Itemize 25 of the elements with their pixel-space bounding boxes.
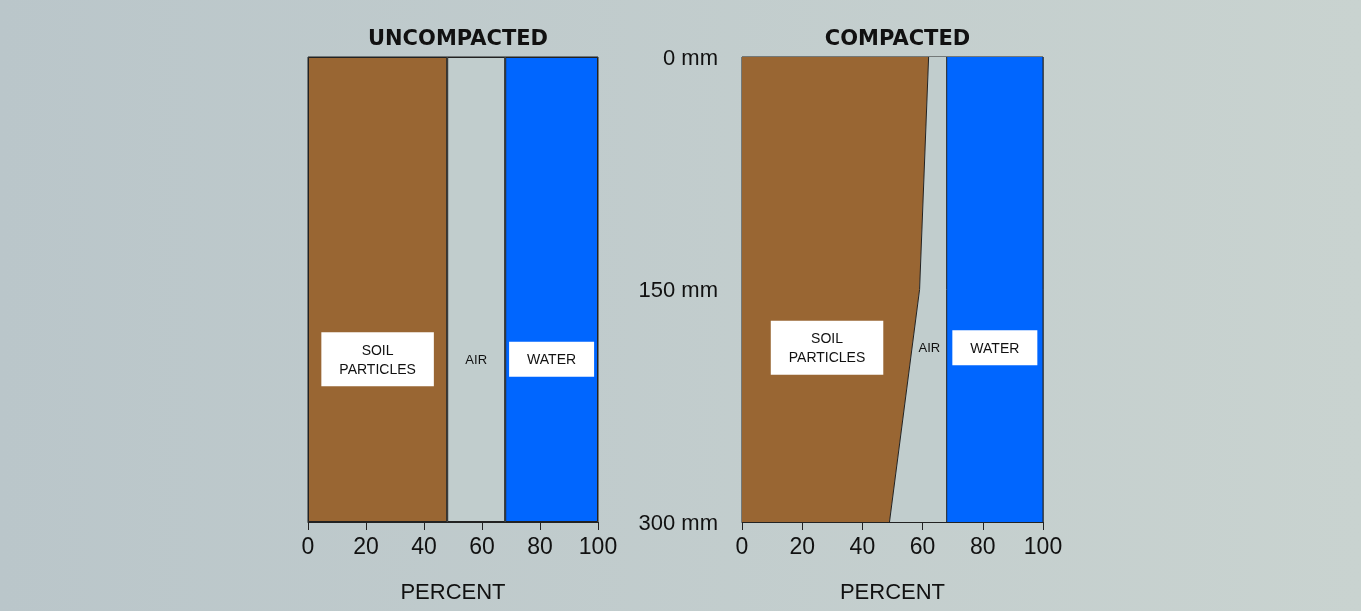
- x-axis-title: PERCENT: [839, 578, 946, 604]
- series-label: AIR: [918, 340, 941, 356]
- x-tick-label: 80: [527, 532, 553, 559]
- x-tick-label: 40: [411, 532, 437, 559]
- chart-title: COMPACTED: [824, 25, 971, 50]
- x-tick-label: 20: [353, 532, 379, 559]
- y-tick-label: 300 mm: [638, 509, 718, 535]
- x-tick-label: 40: [849, 532, 876, 559]
- series-label: WATER: [527, 351, 577, 368]
- x-tick-label: 60: [469, 532, 495, 559]
- chart-title: UNCOMPACTED: [367, 25, 549, 50]
- x-tick-label: 0: [735, 532, 749, 559]
- series-label: WATER: [970, 339, 1020, 356]
- x-tick-label: 0: [301, 532, 315, 559]
- y-tick-label: 150 mm: [638, 277, 718, 302]
- x-axis-title: PERCENT: [400, 578, 506, 604]
- series-label: SOIL PARTICLES: [788, 330, 866, 366]
- series-label: SOIL PARTICLES: [339, 341, 416, 377]
- x-tick-label: 20: [789, 532, 815, 559]
- y-tick-label: 0 mm: [663, 44, 718, 70]
- x-tick-label: 100: [578, 532, 618, 559]
- series-label: AIR: [465, 351, 488, 367]
- x-tick-label: 100: [1023, 532, 1063, 559]
- x-tick-label: 60: [909, 532, 936, 559]
- x-tick-label: 80: [970, 532, 996, 559]
